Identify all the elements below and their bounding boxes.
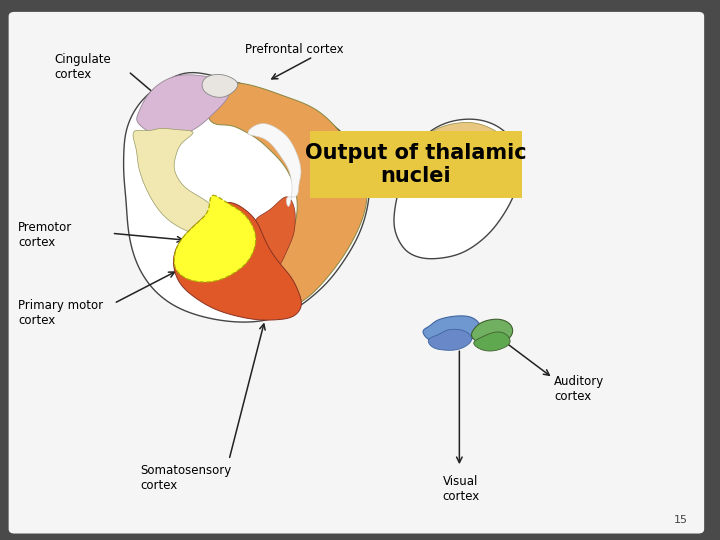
Polygon shape — [137, 75, 229, 139]
Polygon shape — [174, 195, 256, 282]
Polygon shape — [423, 316, 481, 345]
Text: Output of thalamic
nuclei: Output of thalamic nuclei — [305, 143, 526, 186]
Text: Primary motor
cortex: Primary motor cortex — [18, 299, 103, 327]
Text: Cingulate
cortex: Cingulate cortex — [54, 53, 111, 82]
Text: Prefrontal cortex: Prefrontal cortex — [245, 43, 343, 56]
FancyBboxPatch shape — [310, 131, 522, 199]
Polygon shape — [133, 129, 237, 239]
Polygon shape — [472, 319, 513, 345]
Text: 15: 15 — [674, 515, 688, 525]
Polygon shape — [474, 332, 510, 351]
Text: Somatosensory
cortex: Somatosensory cortex — [140, 464, 232, 492]
Text: Auditory
cortex: Auditory cortex — [554, 375, 605, 403]
Polygon shape — [255, 197, 295, 296]
Polygon shape — [174, 202, 302, 320]
Polygon shape — [124, 72, 369, 322]
Polygon shape — [248, 124, 301, 206]
Polygon shape — [202, 75, 238, 97]
Polygon shape — [207, 83, 367, 318]
Polygon shape — [415, 123, 513, 192]
Text: Premotor
cortex: Premotor cortex — [18, 221, 72, 249]
Polygon shape — [428, 329, 472, 350]
Polygon shape — [394, 119, 520, 259]
Text: Visual
cortex: Visual cortex — [443, 475, 480, 503]
